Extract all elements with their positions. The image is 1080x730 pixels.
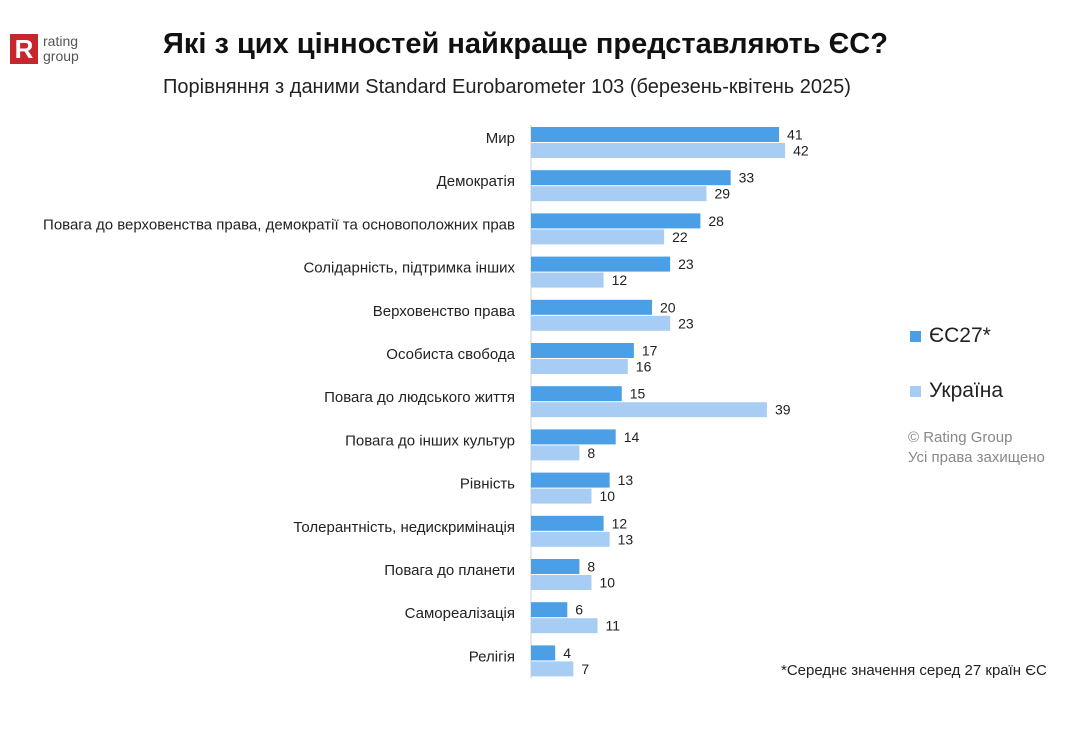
category-label: Солідарність, підтримка інших [303, 260, 515, 277]
value-label-eu27: 41 [787, 127, 803, 143]
value-label-eu27: 33 [739, 170, 755, 186]
bar-eu27 [531, 299, 652, 315]
value-label-ukraine: 29 [714, 186, 730, 202]
category-label: Верховенство права [373, 303, 516, 320]
category-label: Повага до планети [384, 562, 515, 579]
bar-eu27 [531, 602, 568, 618]
category-label: Рівність [460, 476, 515, 493]
value-label-eu27: 8 [587, 559, 595, 575]
value-label-eu27: 14 [624, 429, 640, 445]
category-label: Релігія [469, 648, 515, 665]
bar-eu27 [531, 429, 616, 445]
bar-eu27 [531, 170, 731, 186]
value-label-eu27: 13 [618, 472, 634, 488]
value-label-eu27: 20 [660, 299, 676, 315]
value-label-ukraine: 13 [618, 531, 634, 547]
bar-ukraine [531, 488, 592, 504]
value-label-eu27: 23 [678, 256, 694, 272]
value-label-ukraine: 39 [775, 402, 791, 418]
bar-ukraine [531, 143, 786, 158]
value-label-eu27: 28 [708, 213, 724, 229]
bar-ukraine [531, 661, 574, 677]
copyright-line-2: Усі права захищено [908, 449, 1045, 466]
value-label-ukraine: 10 [600, 488, 616, 504]
bar-ukraine [531, 359, 628, 374]
logo-mark: R [10, 34, 38, 64]
chart-subtitle: Порівняння з даними Standard Eurobaromet… [163, 76, 851, 98]
bar-eu27 [531, 386, 622, 402]
value-label-ukraine: 16 [636, 359, 652, 375]
bar-eu27 [531, 256, 671, 272]
value-label-ukraine: 11 [606, 618, 621, 634]
legend-label-ukraine: Україна [929, 379, 1004, 402]
bar-ukraine [531, 575, 592, 590]
bar-eu27 [531, 127, 780, 142]
chart-title: Які з цих цінностей найкраще представляю… [163, 28, 888, 60]
value-label-eu27: 6 [575, 602, 583, 618]
value-label-ukraine: 10 [600, 575, 616, 591]
value-label-ukraine: 22 [672, 229, 688, 245]
category-label: Повага до інших культур [345, 432, 515, 449]
value-label-eu27: 12 [612, 515, 628, 531]
bar-eu27 [531, 472, 610, 488]
category-label: Демократія [437, 173, 515, 190]
value-label-eu27: 4 [563, 645, 571, 661]
value-label-ukraine: 7 [581, 661, 589, 677]
category-label: Повага до верховенства права, демократії… [43, 216, 515, 233]
bar-eu27 [531, 343, 634, 358]
bar-ukraine [531, 315, 671, 331]
bar-ukraine [531, 531, 610, 547]
value-label-ukraine: 8 [587, 445, 595, 461]
legend-swatch-ukraine [910, 385, 921, 397]
legend-item-eu27: ЄС27* [910, 322, 1003, 350]
bar-eu27 [531, 515, 604, 531]
legend-swatch-eu27 [910, 330, 921, 342]
value-label-ukraine: 23 [678, 315, 694, 331]
footnote: *Середнє значення серед 27 країн ЄС [781, 662, 1047, 679]
category-label: Толерантність, недискримінація [293, 519, 515, 536]
logo: R rating group [10, 34, 79, 64]
legend-item-ukraine: Україна [910, 377, 1003, 405]
bar-ukraine [531, 618, 598, 634]
bar-ukraine [531, 402, 767, 418]
legend: ЄС27* Україна [910, 322, 1003, 405]
category-label: Самореалізація [405, 605, 515, 622]
value-label-eu27: 15 [630, 386, 646, 402]
bar-ukraine [531, 272, 604, 288]
value-label-eu27: 17 [642, 343, 658, 359]
copyright-line-1: © Rating Group [908, 429, 1013, 446]
copyright: © Rating Group Усі права захищено [908, 428, 1045, 468]
bar-ukraine [531, 445, 580, 461]
bar-ukraine [531, 229, 665, 245]
category-label: Мир [486, 130, 515, 147]
logo-line-2: group [43, 48, 79, 64]
value-label-ukraine: 12 [612, 272, 628, 288]
legend-label-eu27: ЄС27* [929, 324, 991, 347]
bar-eu27 [531, 645, 556, 661]
logo-text: rating group [43, 34, 79, 64]
bar-ukraine [531, 186, 707, 202]
bar-eu27 [531, 213, 701, 229]
logo-line-1: rating [43, 33, 79, 49]
category-label: Повага до людського життя [324, 389, 515, 406]
bar-eu27 [531, 559, 580, 574]
category-label: Особиста свобода [386, 346, 515, 363]
value-label-ukraine: 42 [793, 143, 809, 159]
